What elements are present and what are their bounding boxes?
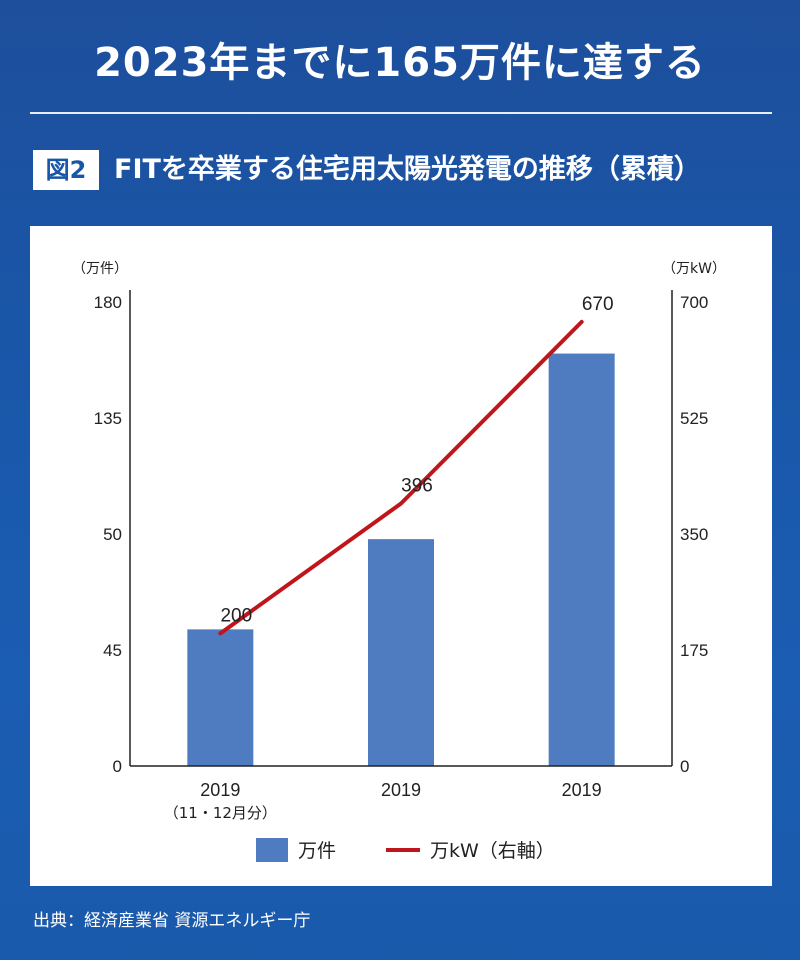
line-data-label: 396 xyxy=(401,476,433,497)
bar-1 xyxy=(187,629,254,766)
right-tick-label: 700 xyxy=(680,293,708,312)
chart-panel: 0 45 50 135 180 0 175 350 525 700 （万件） （万kW） 2019 （11… xyxy=(30,226,772,886)
right-tick-label: 525 xyxy=(680,409,708,428)
bar-3 xyxy=(548,353,615,766)
line-data-label: 200 xyxy=(220,605,252,626)
left-tick-label: 45 xyxy=(103,641,122,660)
right-axis-unit: （万kW） xyxy=(662,261,726,277)
x-tick-label: 2019 xyxy=(381,780,421,800)
figure-badge: 図2 xyxy=(33,150,99,190)
right-tick-label: 0 xyxy=(680,757,689,776)
left-tick-label: 50 xyxy=(103,525,122,544)
right-tick-label: 175 xyxy=(680,641,708,660)
right-tick-label: 350 xyxy=(680,525,708,544)
left-tick-label: 180 xyxy=(94,293,122,312)
legend-bar-swatch xyxy=(256,838,288,862)
source-note: 出典：経済産業省 資源エネルギー庁 xyxy=(33,911,311,931)
chart: 0 45 50 135 180 0 175 350 525 700 （万件） （万kW） 2019 （11… xyxy=(72,261,726,862)
x-tick-label: （11・12月分） xyxy=(164,804,277,822)
legend-line-label: 万kW（右軸） xyxy=(430,840,555,862)
x-tick-label: 2019 xyxy=(562,780,602,800)
x-tick-label: 2019 xyxy=(200,780,240,800)
left-tick-label: 135 xyxy=(94,409,122,428)
left-axis-unit: （万件） xyxy=(72,261,128,277)
divider xyxy=(30,112,772,114)
line-data-label: 670 xyxy=(582,294,614,315)
legend-bar-label: 万件 xyxy=(298,840,336,862)
left-tick-label: 0 xyxy=(113,757,122,776)
bar-2 xyxy=(368,539,434,766)
figure-title: FITを卒業する住宅用太陽光発電の推移（累積） xyxy=(114,154,701,185)
headline: 2023年までに165万件に達する xyxy=(94,40,706,86)
